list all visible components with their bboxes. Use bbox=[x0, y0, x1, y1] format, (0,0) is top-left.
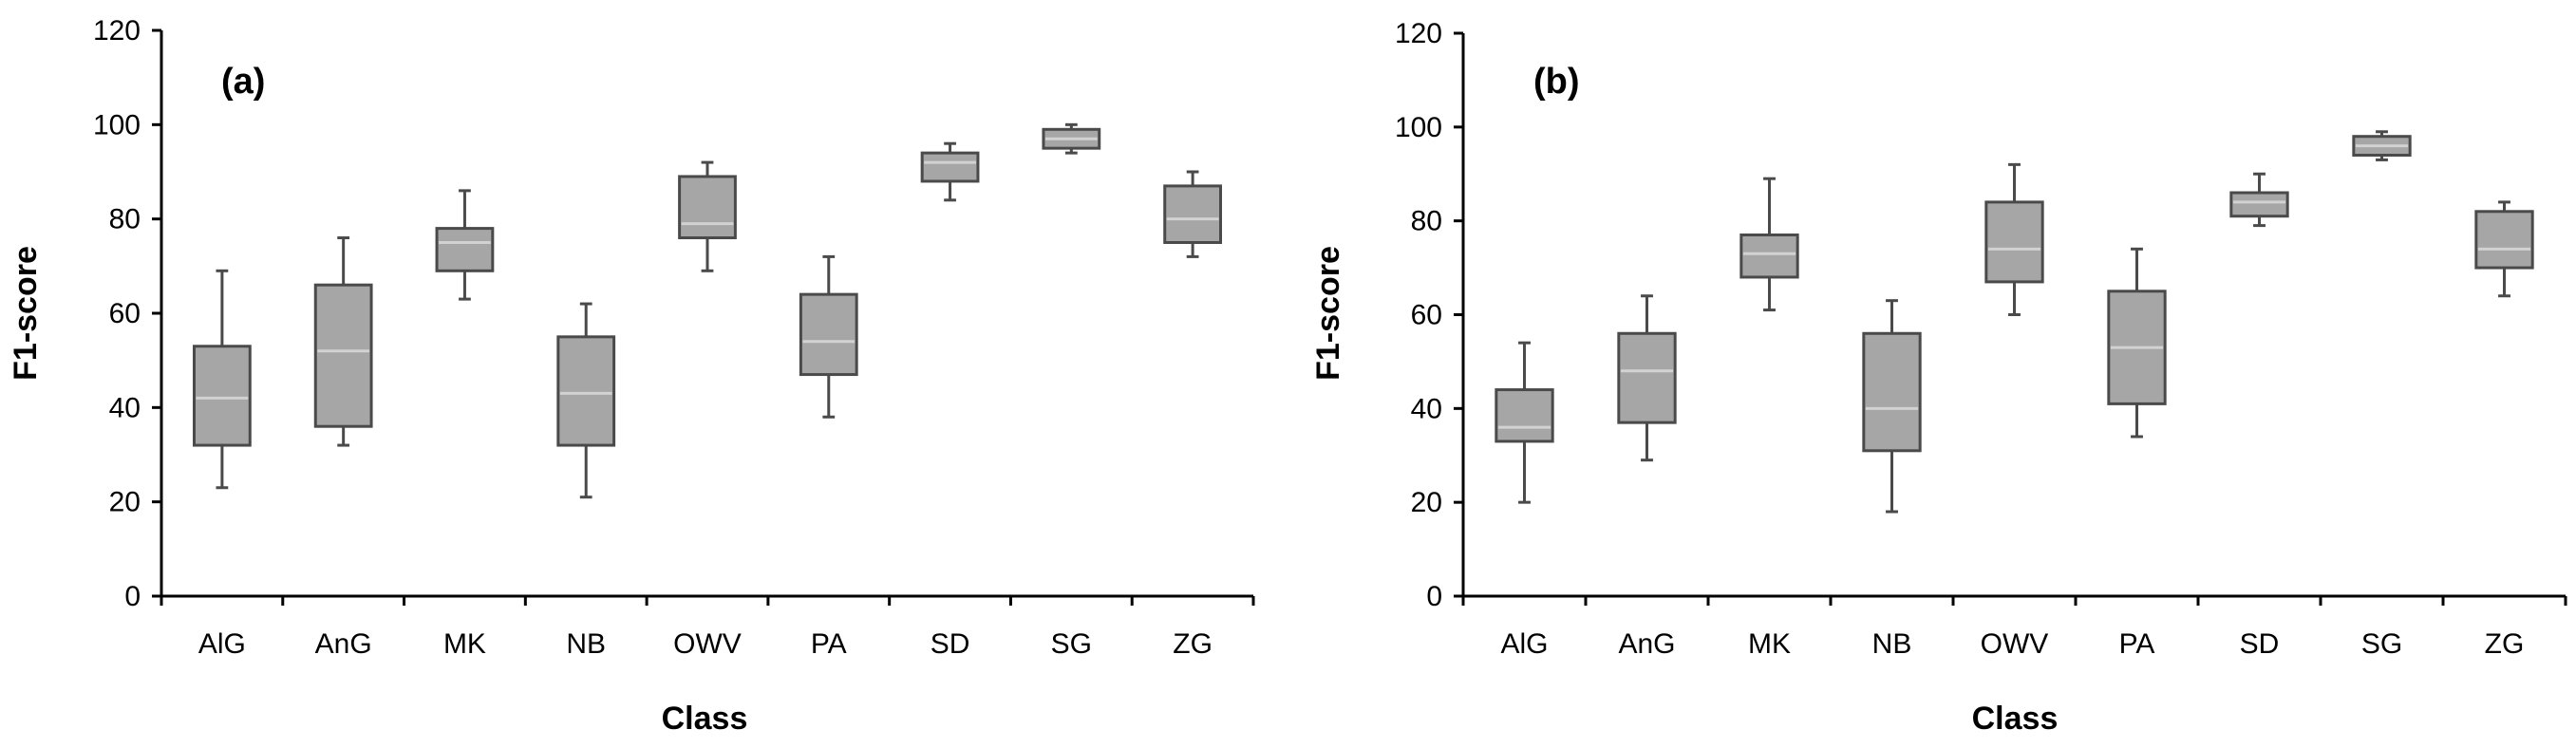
iqr-box bbox=[2474, 210, 2534, 270]
x-tick-label: PA bbox=[811, 628, 847, 660]
box-NB bbox=[556, 302, 616, 499]
x-tick-label: AnG bbox=[1618, 628, 1675, 660]
x-tick-label: ZG bbox=[1173, 628, 1213, 660]
panel-label: (b) bbox=[1533, 62, 1580, 102]
iqr-box bbox=[1617, 331, 1677, 424]
box-ZG bbox=[1163, 170, 1222, 258]
box-SG bbox=[2352, 130, 2412, 161]
y-tick-label: 100 bbox=[93, 109, 141, 140]
x-axis-title: Class bbox=[1972, 701, 2059, 737]
box-AnG bbox=[313, 236, 373, 447]
x-tick-label: NB bbox=[1872, 628, 1912, 660]
panel-b-boxplot: 0 20 40 60 80 100 120 AlG AnG MK NB OWV PA SD SG ZG Clas… bbox=[1310, 18, 2567, 737]
x-tick-label: SG bbox=[2361, 628, 2402, 660]
y-tick-label: 60 bbox=[109, 298, 141, 329]
x-tick-label: ZG bbox=[2485, 628, 2525, 660]
iqr-box bbox=[2229, 191, 2289, 218]
y-tick-label: 120 bbox=[93, 15, 141, 47]
iqr-box bbox=[920, 151, 980, 183]
y-tick-label: 20 bbox=[1411, 487, 1442, 518]
y-axis-title: F1-score bbox=[1310, 246, 1346, 381]
iqr-box bbox=[678, 175, 737, 240]
x-tick-label: SG bbox=[1051, 628, 1092, 660]
iqr-box bbox=[193, 345, 252, 447]
y-tick-label: 80 bbox=[109, 204, 141, 235]
x-tick-label: SD bbox=[2240, 628, 2280, 660]
x-tick-label: PA bbox=[2119, 628, 2155, 660]
x-axis-title: Class bbox=[662, 701, 748, 737]
box-OWV bbox=[1984, 162, 2044, 316]
y-tick-label: 40 bbox=[1411, 393, 1442, 424]
box-PA bbox=[2107, 247, 2167, 439]
iqr-box bbox=[556, 335, 616, 447]
box-ZG bbox=[2474, 200, 2534, 298]
y-tick-label: 0 bbox=[1426, 581, 1442, 612]
y-tick-label: 20 bbox=[109, 487, 141, 518]
iqr-box bbox=[799, 292, 858, 377]
y-tick-label: 60 bbox=[1411, 300, 1442, 331]
iqr-box bbox=[435, 227, 495, 272]
y-tick-label: 40 bbox=[109, 392, 141, 423]
box-SD bbox=[2229, 172, 2289, 228]
box-AlG bbox=[193, 269, 252, 490]
box-AnG bbox=[1617, 294, 1677, 462]
iqr-box bbox=[1163, 184, 1222, 244]
y-tick-label: 120 bbox=[1395, 18, 1442, 49]
y-axis-title: F1-score bbox=[8, 246, 44, 381]
box-OWV bbox=[678, 160, 737, 272]
x-tick-label: AnG bbox=[315, 628, 372, 660]
x-tick-label: OWV bbox=[1981, 628, 2049, 660]
iqr-box bbox=[1739, 233, 1799, 279]
iqr-box bbox=[1862, 331, 1922, 453]
x-tick-label: AlG bbox=[1500, 628, 1548, 660]
y-tick-label: 0 bbox=[124, 581, 141, 612]
box-NB bbox=[1862, 299, 1922, 514]
x-tick-label: OWV bbox=[673, 628, 742, 660]
box-SG bbox=[1042, 122, 1101, 155]
x-tick-label: AlG bbox=[198, 628, 246, 660]
x-tick-label: NB bbox=[566, 628, 606, 660]
box-AlG bbox=[1495, 341, 1554, 504]
panel-a-boxplot: 0 20 40 60 80 100 120 AlG AnG MK NB OWV PA SD SG ZG Clas… bbox=[8, 15, 1255, 737]
iqr-box bbox=[1984, 200, 2044, 284]
iqr-box bbox=[313, 283, 373, 428]
x-tick-label: MK bbox=[443, 628, 486, 660]
x-tick-label: SD bbox=[931, 628, 970, 660]
iqr-box bbox=[1495, 388, 1554, 443]
box-SD bbox=[920, 141, 980, 202]
panel-label: (a) bbox=[221, 62, 265, 102]
box-MK bbox=[435, 189, 495, 301]
x-tick-label: MK bbox=[1748, 628, 1791, 660]
box-MK bbox=[1739, 177, 1799, 312]
box-PA bbox=[799, 254, 858, 419]
y-tick-label: 100 bbox=[1395, 112, 1442, 143]
y-tick-label: 80 bbox=[1411, 206, 1442, 237]
